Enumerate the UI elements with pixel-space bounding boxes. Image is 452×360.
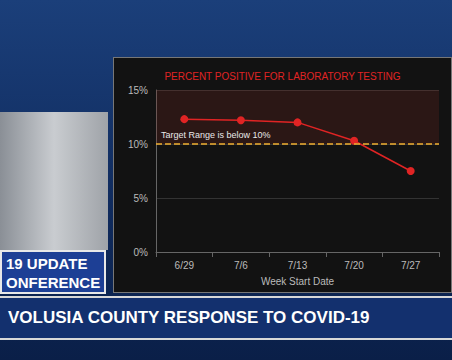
svg-text:6/29: 6/29: [175, 260, 195, 271]
svg-text:7/13: 7/13: [288, 260, 308, 271]
svg-text:5%: 5%: [134, 193, 149, 204]
svg-text:0%: 0%: [134, 247, 149, 258]
svg-text:Target Range is below 10%: Target Range is below 10%: [161, 130, 271, 140]
html-text:VOLUSIA COUNTY RESPONSE TO COV: VOLUSIA COUNTY RESPONSE TO COVID-19: [8, 308, 370, 327]
html-text:19 UPDATE: 19 UPDATE: [6, 255, 88, 272]
svg-text:7/6: 7/6: [234, 260, 248, 271]
svg-text:15%: 15%: [128, 85, 148, 96]
svg-text:Week Start Date: Week Start Date: [261, 276, 335, 287]
svg-text:7/20: 7/20: [344, 260, 364, 271]
svg-text:10%: 10%: [128, 139, 148, 150]
html-text:ONFERENCE: ONFERENCE: [6, 274, 101, 291]
svg-text:7/27: 7/27: [401, 260, 421, 271]
svg-text:PERCENT POSITIVE FOR LABORATOR: PERCENT POSITIVE FOR LABORATORY TESTING: [164, 71, 400, 82]
